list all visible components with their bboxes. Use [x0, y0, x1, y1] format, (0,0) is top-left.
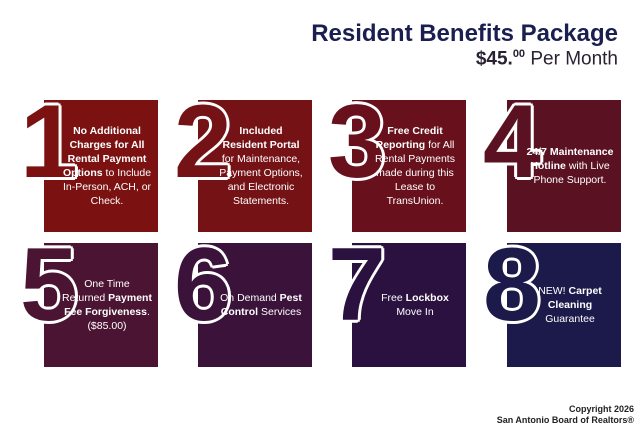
- tile-text-body: Free Lockbox Move In: [370, 291, 460, 319]
- tile-number: 3: [328, 84, 386, 200]
- tile-background: [352, 100, 466, 232]
- bold-text: Lockbox: [405, 292, 449, 304]
- tile-text: 24/7 Maintenance Hotline with Live Phone…: [525, 100, 615, 232]
- text: On Demand: [220, 292, 280, 304]
- tile-text-body: 24/7 Maintenance Hotline with Live Phone…: [525, 145, 615, 187]
- text: One Time Returned: [62, 278, 133, 304]
- text: NEW!: [538, 285, 569, 297]
- bold-text: Included Resident Portal: [222, 125, 300, 151]
- tile-text: Included Resident Portal for Maintenance…: [216, 100, 306, 232]
- price-main: $45.: [475, 48, 513, 70]
- tile-background: [198, 100, 312, 232]
- tile-text: On Demand Pest Control Services: [216, 243, 306, 367]
- tile-background: [352, 243, 466, 367]
- tile-text: One Time Returned Payment Fee Forgivenes…: [62, 243, 152, 367]
- tile-number: 6: [174, 227, 232, 343]
- price-cents: 00: [512, 48, 526, 60]
- bold-text: Payment Fee Forgiveness: [64, 292, 155, 318]
- tile-text-body: Free Credit Reporting for All Rental Pay…: [370, 124, 460, 208]
- benefit-tile: 3 Free Credit Reporting for All Rental Pa…: [328, 90, 466, 232]
- benefit-tile: 8 NEW! Carpet Cleaning Guarantee: [483, 233, 621, 367]
- text: to Include In-Person, ACH, or Check.: [62, 167, 154, 207]
- tile-number: 1: [20, 84, 78, 200]
- copyright-org: San Antonio Board of Realtors®: [496, 415, 634, 425]
- price-suffix: Per Month: [530, 48, 618, 70]
- text: for Maintenance, Payment Options, and El…: [219, 139, 306, 207]
- tile-number: 8: [483, 227, 541, 343]
- tile-text: Free Lockbox Move In: [370, 243, 460, 367]
- benefit-tile: 2 Included Resident Portal for Maintenanc…: [174, 90, 312, 232]
- tile-background: [44, 100, 158, 232]
- text: Free: [381, 292, 406, 304]
- tile-text-body: Included Resident Portal for Maintenance…: [216, 124, 306, 208]
- price: $45.00 Per Month: [476, 48, 618, 70]
- benefit-tile: 6 On Demand Pest Control Services: [174, 233, 312, 367]
- tile-background: [507, 100, 621, 232]
- copyright: Copyright 2026: [568, 404, 634, 414]
- tile-text: NEW! Carpet Cleaning Guarantee: [525, 243, 615, 367]
- text: for All Rental Payments made during this…: [375, 139, 458, 207]
- benefit-tile: 7 Free Lockbox Move In: [328, 233, 466, 367]
- text: Services: [258, 306, 302, 318]
- tile-number: 7: [328, 227, 386, 343]
- bold-text: Carpet Cleaning: [547, 285, 605, 311]
- tile-text-body: One Time Returned Payment Fee Forgivenes…: [62, 277, 152, 333]
- tile-background: [44, 243, 158, 367]
- tile-text-body: NEW! Carpet Cleaning Guarantee: [525, 284, 615, 326]
- tile-text-body: No Additional Charges for All Rental Pay…: [62, 124, 152, 208]
- bold-text: No Additional Charges for All Rental Pay…: [62, 125, 150, 179]
- benefit-tile: 1 No Additional Charges for All Rental Pa…: [20, 90, 158, 232]
- bold-text: Pest Control: [220, 292, 305, 318]
- tile-number: 5: [20, 227, 78, 343]
- title: Resident Benefits Package: [311, 20, 618, 47]
- bold-text: Free Credit Reporting: [375, 125, 446, 151]
- tile-text: No Additional Charges for All Rental Pay…: [62, 100, 152, 232]
- tile-number: 4: [483, 84, 541, 200]
- bold-text: 24/7 Maintenance Hotline: [526, 146, 617, 172]
- tile-text: Free Credit Reporting for All Rental Pay…: [370, 100, 460, 232]
- benefit-tile: 4 24/7 Maintenance Hotline with Live Phon…: [483, 90, 621, 232]
- text: . ($85.00): [87, 306, 153, 332]
- text: with Live Phone Support.: [533, 160, 613, 186]
- tile-number: 2: [174, 84, 232, 200]
- tile-background: [507, 243, 621, 367]
- tile-background: [198, 243, 312, 367]
- text: Guarantee: [545, 299, 596, 325]
- tile-text-body: On Demand Pest Control Services: [216, 291, 306, 319]
- benefit-tile: 5 One Time Returned Payment Fee Forgivene…: [20, 233, 158, 367]
- text: Move In: [396, 292, 452, 318]
